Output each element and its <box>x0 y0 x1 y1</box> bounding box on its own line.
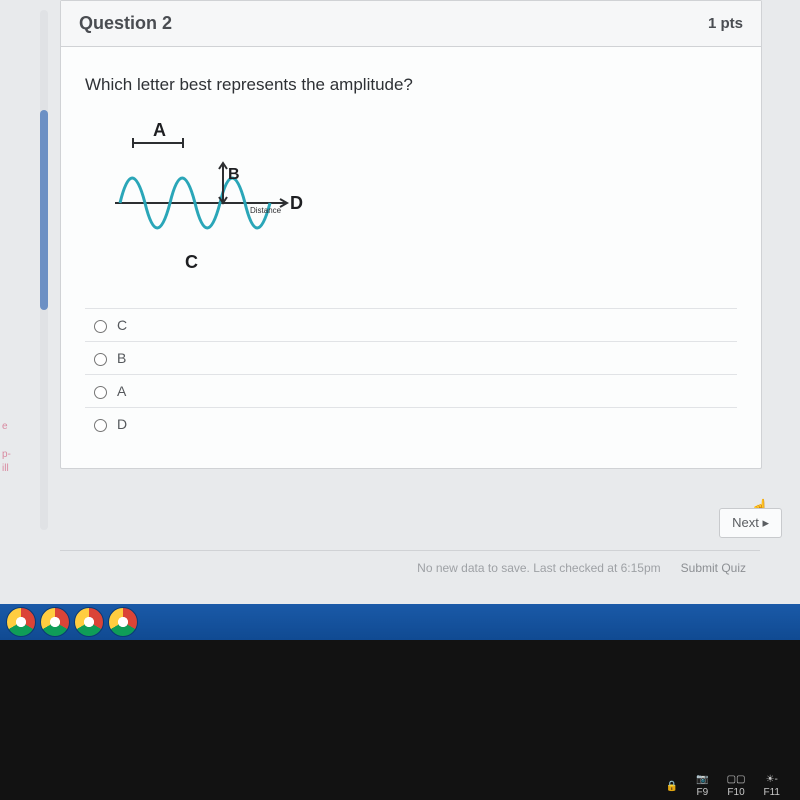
quiz-footer: No new data to save. Last checked at 6:1… <box>60 550 760 584</box>
question-title: Question 2 <box>79 13 172 34</box>
key-f9: 📷F9 <box>696 774 708 798</box>
question-body: Which letter best represents the amplitu… <box>61 47 761 468</box>
label-d: D <box>290 193 303 213</box>
axis-label: Distance <box>250 206 282 215</box>
option-c[interactable]: C <box>85 308 737 341</box>
chrome-taskbar-icon-2[interactable] <box>40 607 70 637</box>
question-header: Question 2 1 pts <box>61 1 761 47</box>
radio-d[interactable] <box>94 419 107 432</box>
option-c-label: C <box>117 317 127 333</box>
option-a[interactable]: A <box>85 374 737 407</box>
vertical-scrollbar[interactable] <box>40 10 48 530</box>
key-f10: ▢▢F10 <box>727 774 746 798</box>
wave-diagram: A B C Distance D <box>105 113 335 273</box>
chrome-taskbar-icon-4[interactable] <box>108 607 138 637</box>
option-a-label: A <box>117 383 126 399</box>
next-button[interactable]: Next ▸ <box>719 508 782 538</box>
brightness-down-icon: ☀- <box>766 774 778 785</box>
function-key-row: 🔒 📷F9 ▢▢F10 ☀-F11 <box>666 774 780 798</box>
laptop-bezel: 🔒 📷F9 ▢▢F10 ☀-F11 <box>0 640 800 800</box>
key-f11: ☀-F11 <box>764 774 781 798</box>
next-button-label: Next ▸ <box>732 515 769 531</box>
key-lock: 🔒 <box>666 781 678 792</box>
option-b-label: B <box>117 350 126 366</box>
label-b: B <box>228 166 240 183</box>
radio-b[interactable] <box>94 353 107 366</box>
save-status: No new data to save. Last checked at 6:1… <box>417 561 660 575</box>
chrome-taskbar-icon-1[interactable] <box>6 607 36 637</box>
screen-icon: ▢▢ <box>727 774 746 785</box>
answer-options: C B A D <box>85 308 737 440</box>
camera-icon: 📷 <box>696 774 708 785</box>
radio-a[interactable] <box>94 386 107 399</box>
option-d-label: D <box>117 416 127 432</box>
label-a: A <box>153 120 166 140</box>
left-margin-text: ep-ill <box>2 420 11 476</box>
radio-c[interactable] <box>94 320 107 333</box>
windows-taskbar[interactable] <box>0 604 800 640</box>
screen-root: ep-ill Question 2 1 pts Which letter bes… <box>0 0 800 800</box>
question-prompt: Which letter best represents the amplitu… <box>85 75 737 95</box>
question-points: 1 pts <box>708 15 743 32</box>
chrome-taskbar-icon-3[interactable] <box>74 607 104 637</box>
option-d[interactable]: D <box>85 407 737 440</box>
label-c: C <box>185 252 198 272</box>
option-b[interactable]: B <box>85 341 737 374</box>
scroll-thumb[interactable] <box>40 110 48 310</box>
submit-quiz-link[interactable]: Submit Quiz <box>681 561 746 575</box>
lock-icon: 🔒 <box>666 781 678 792</box>
question-card: Question 2 1 pts Which letter best repre… <box>60 0 762 469</box>
